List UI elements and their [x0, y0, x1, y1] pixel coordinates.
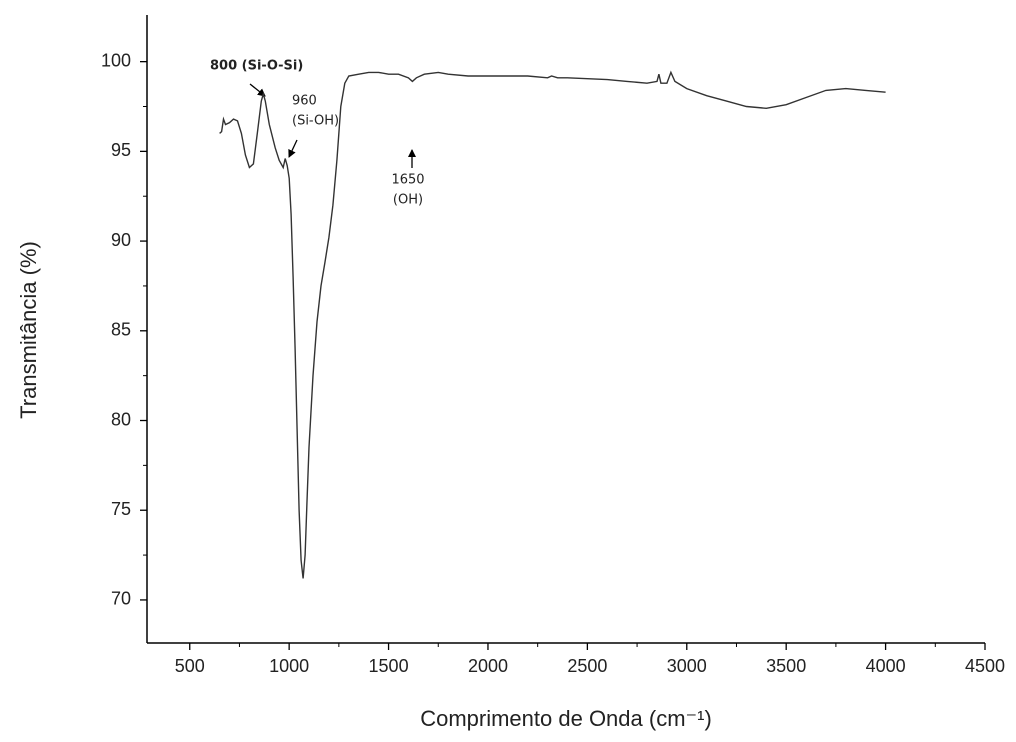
x-tick-label: 1500 — [369, 656, 409, 676]
y-tick-label: 75 — [111, 499, 131, 519]
y-tick-label: 85 — [111, 320, 131, 340]
x-tick-label: 500 — [175, 656, 205, 676]
annotation: (OH) — [393, 193, 423, 208]
y-tick-label: 90 — [111, 230, 131, 250]
x-tick-label: 3000 — [667, 656, 707, 676]
y-tick-label: 70 — [111, 589, 131, 609]
x-tick-label: 4000 — [866, 656, 906, 676]
x-tick-label: 2000 — [468, 656, 508, 676]
annotation-arrow — [288, 139, 298, 158]
y-axis-label: Transmitância (%) — [16, 241, 41, 419]
annotation: 800 (Si-O-Si) — [210, 59, 303, 74]
x-tick-label: 4500 — [965, 656, 1005, 676]
x-tick-label: 1000 — [269, 656, 309, 676]
annotation: 1650 — [391, 173, 424, 188]
spectrum-line — [219, 70, 886, 579]
x-axis-label: Comprimento de Onda (cm⁻¹) — [420, 706, 712, 731]
annotation: (Si-OH) — [292, 114, 339, 129]
x-tick-label: 3500 — [766, 656, 806, 676]
x-tick-label: 2500 — [567, 656, 607, 676]
annotation: 960 — [292, 94, 317, 109]
y-tick-label: 95 — [111, 140, 131, 160]
annotation-arrow — [249, 83, 266, 97]
y-tick-label: 100 — [101, 50, 131, 70]
y-tick-label: 80 — [111, 409, 131, 429]
